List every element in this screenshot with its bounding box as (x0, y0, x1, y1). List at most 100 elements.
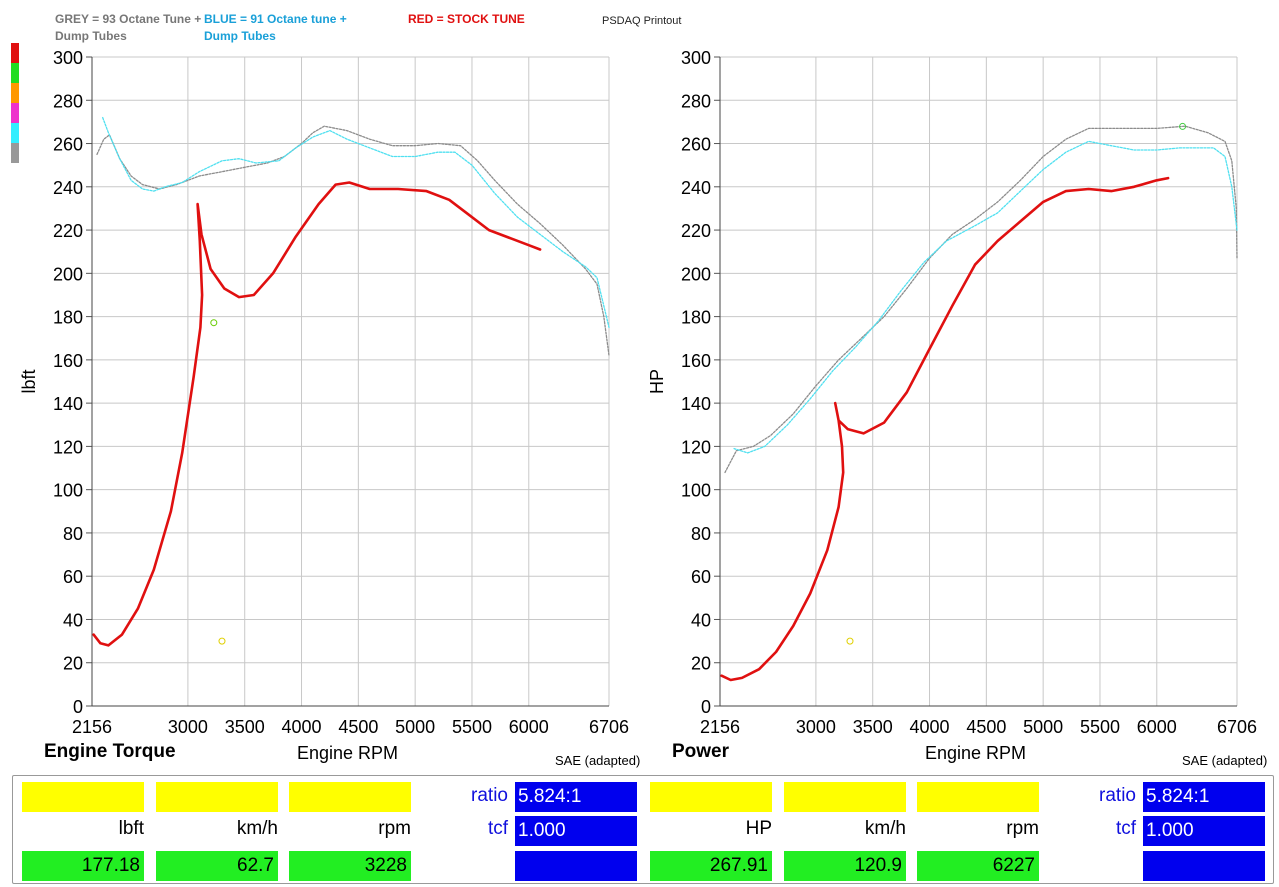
torque-y-tick-label: 220 (53, 221, 83, 241)
torque-x-tick-label: 4000 (282, 717, 322, 737)
torque-y-tick-label: 200 (53, 264, 83, 284)
power-y-tick-label: 300 (681, 48, 711, 68)
swatch-grey (11, 143, 19, 163)
torque-y-tick-label: 180 (53, 308, 83, 328)
torque-series-cyan (102, 116, 610, 329)
torque-slot-2 (156, 782, 278, 812)
power-y-tick-label: 280 (681, 91, 711, 111)
power-x-tick-label: 3000 (796, 717, 836, 737)
torque-y-tick-label: 280 (53, 91, 83, 111)
power-x-tick-label: 5000 (1023, 717, 1063, 737)
power-y-tick-label: 0 (701, 697, 711, 717)
power-chart: 2156 3000 3500 4000 4500 5000 5500 6000 6706 0 20 4… (647, 48, 1257, 737)
torque-y-tick-label: 160 (53, 351, 83, 371)
torque-marker (210, 319, 218, 327)
torque-tcf-value: 1.000 (515, 816, 637, 846)
torque-y-tick-label: 100 (53, 481, 83, 501)
torque-title: Engine Torque (44, 741, 176, 762)
power-tcf-value: 1.000 (1143, 816, 1265, 846)
power-marker (846, 637, 854, 645)
power-y-tick-label: 240 (681, 178, 711, 198)
torque-ratio-label: ratio (471, 785, 508, 806)
power-value-rpm: 6227 (917, 851, 1039, 881)
swatch-green (11, 63, 19, 83)
power-y-tick-label: 260 (681, 135, 711, 155)
torque-y-tick-label: 300 (53, 48, 83, 68)
torque-y-tick-label: 60 (63, 567, 83, 587)
torque-x-tick-label: 3000 (168, 717, 208, 737)
power-y-tick-label: 200 (681, 264, 711, 284)
power-slot-1 (650, 782, 772, 812)
torque-unit-lbft: lbft (118, 818, 144, 839)
power-x-tick-label: 3500 (853, 717, 893, 737)
power-y-tick-label: 60 (691, 567, 711, 587)
torque-x-tick-label: 6706 (589, 717, 629, 737)
power-series-red (720, 176, 1170, 682)
torque-x-tick-label: 2156 (72, 717, 112, 737)
torque-y-tick-label: 0 (73, 697, 83, 717)
swatch-cyan (11, 123, 19, 143)
torque-unit-kmh: km/h (236, 818, 278, 839)
swatch-orange (11, 83, 19, 103)
psdaq-label: PSDAQ Printout (602, 15, 682, 27)
power-y-tick-label: 40 (691, 610, 711, 630)
torque-x-tick-label: 6000 (509, 717, 549, 737)
power-ratio-value: 5.824:1 (1143, 782, 1265, 812)
readout-panel (12, 775, 1274, 884)
torque-ylabel: lbft (19, 369, 39, 393)
swatch-magenta (11, 103, 19, 123)
power-x-tick-label: 6706 (1217, 717, 1257, 737)
power-series-grey (724, 125, 1238, 474)
torque-xlabel: Engine RPM (297, 743, 399, 763)
torque-series-red (92, 181, 542, 647)
power-slot-3 (917, 782, 1039, 812)
power-x-tick-label: 5500 (1080, 717, 1120, 737)
torque-x-tick-label: 3500 (225, 717, 265, 737)
power-x-tick-label: 4000 (910, 717, 950, 737)
torque-value-rpm: 3228 (289, 851, 411, 881)
power-y-tick-label: 120 (681, 437, 711, 457)
power-x-tick-label: 6000 (1137, 717, 1177, 737)
torque-chart: 2156 3000 3500 4000 4500 5000 5500 6000 6706 0 20 4… (19, 48, 629, 737)
power-marker (1179, 122, 1187, 130)
power-ratio-label: ratio (1099, 785, 1136, 806)
power-value-kmh: 120.9 (784, 851, 906, 881)
power-title: Power (672, 741, 730, 762)
legend-grey: GREY = 93 Octane Tune + Dump Tubes (55, 12, 202, 43)
power-value-hp: 267.91 (650, 851, 772, 881)
torque-value-kmh: 62.7 (156, 851, 278, 881)
torque-value-lbft: 177.18 (22, 851, 144, 881)
torque-slot-3 (289, 782, 411, 812)
torque-x-tick-label: 4500 (338, 717, 378, 737)
power-ylabel: HP (647, 369, 667, 394)
torque-y-tick-label: 80 (63, 524, 83, 544)
power-series-cyan (733, 140, 1238, 454)
torque-tcf-label: tcf (487, 818, 508, 839)
power-y-tick-label: 220 (681, 221, 711, 241)
torque-y-tick-label: 240 (53, 178, 83, 198)
legend-red: RED = STOCK TUNE (408, 12, 525, 26)
torque-slot-1 (22, 782, 144, 812)
power-y-tick-label: 180 (681, 308, 711, 328)
torque-x-tick-label: 5500 (452, 717, 492, 737)
power-extra-value (1143, 851, 1265, 881)
power-xlabel: Engine RPM (925, 743, 1027, 763)
power-y-tick-label: 160 (681, 351, 711, 371)
legend-blue: BLUE = 91 Octane tune + Dump Tubes (204, 12, 347, 43)
power-y-tick-label: 140 (681, 394, 711, 414)
power-tcf-label: tcf (1115, 818, 1136, 839)
torque-marker (218, 637, 226, 645)
torque-y-tick-label: 260 (53, 135, 83, 155)
torque-series-grey (96, 125, 610, 357)
torque-sae: SAE (adapted) (555, 753, 641, 768)
power-sae: SAE (adapted) (1182, 753, 1268, 768)
torque-unit-rpm: rpm (378, 818, 411, 839)
torque-y-tick-label: 40 (63, 610, 83, 630)
power-y-tick-label: 20 (691, 654, 711, 674)
power-unit-kmh: km/h (864, 818, 906, 839)
power-y-tick-label: 100 (681, 481, 711, 501)
torque-x-tick-label: 5000 (395, 717, 435, 737)
torque-y-tick-label: 20 (63, 654, 83, 674)
power-unit-rpm: rpm (1006, 818, 1039, 839)
